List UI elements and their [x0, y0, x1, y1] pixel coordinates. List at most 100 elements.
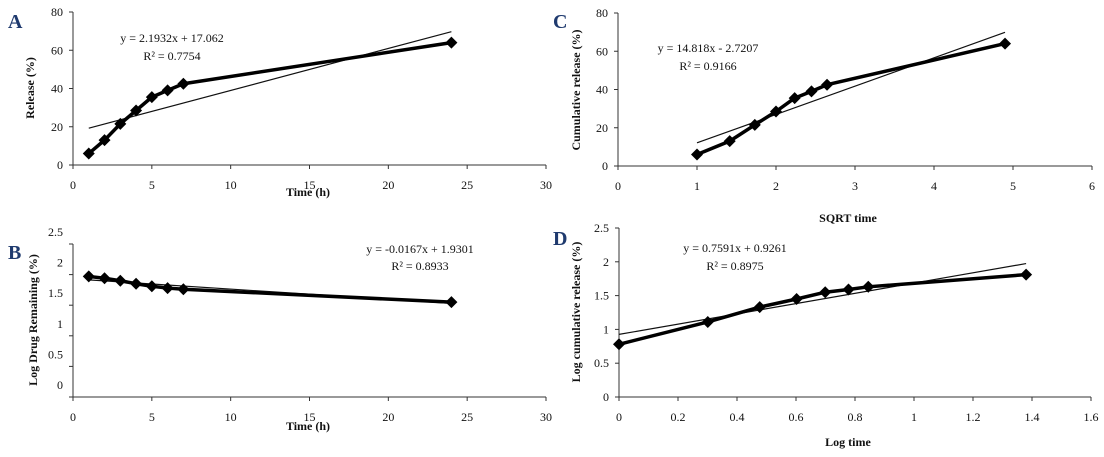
x-tick-label: 20 — [382, 410, 394, 424]
x-axis-title: Time (h) — [286, 185, 330, 199]
x-tick-label: 1.4 — [1025, 410, 1040, 424]
x-tick-label: 1.2 — [966, 410, 981, 424]
x-tick-label: 0.8 — [848, 410, 863, 424]
y-tick-label: 0.5 — [48, 347, 63, 361]
x-tick-label: 25 — [461, 178, 473, 192]
data-point-marker — [145, 280, 158, 293]
x-tick-label: 1 — [911, 410, 917, 424]
x-tick-label: 25 — [461, 410, 473, 424]
r-squared-label: R² = 0.7754 — [143, 49, 200, 63]
panel-letter: A — [8, 11, 23, 33]
data-point-marker — [177, 283, 190, 296]
chart-panel-a: A 0 5 10 15 20 25 30 0 20 40 60 80 Time (h) Release (%… — [8, 5, 552, 199]
data-point-marker — [770, 105, 782, 118]
data-point-marker — [842, 283, 855, 296]
x-tick-label: 4 — [931, 179, 937, 193]
x-axis-title: Time (h) — [286, 419, 330, 433]
r-squared-label: R² = 0.8975 — [706, 259, 763, 273]
trendline-equation: y = 2.1932x + 17.062 — [120, 31, 224, 45]
x-tick-label: 0 — [616, 410, 622, 424]
y-axis-title: Log Drug Remaining (%) — [26, 254, 40, 386]
x-tick-label: 1 — [694, 179, 700, 193]
x-tick-label: 0 — [70, 410, 76, 424]
y-tick-label: 40 — [51, 82, 63, 96]
x-tick-label: 10 — [225, 178, 237, 192]
data-series-line — [618, 272, 1027, 346]
data-point-marker — [790, 292, 803, 305]
data-point-marker — [691, 148, 703, 161]
x-tick-label: 30 — [540, 410, 552, 424]
data-point-marker — [788, 92, 801, 105]
x-tick-label: 5 — [149, 410, 155, 424]
trendline-equation: y = -0.0167x + 1.9301 — [366, 242, 474, 256]
x-tick-label: 2 — [773, 179, 779, 193]
y-axis-title: Cumulative release (%) — [569, 29, 583, 150]
y-tick-label: 1 — [603, 322, 609, 336]
x-tick-label: 15 — [304, 178, 316, 192]
y-tick-label: 20 — [596, 121, 608, 135]
y-tick-label: 80 — [596, 6, 608, 20]
trendline — [618, 262, 1027, 335]
data-point-marker — [805, 85, 818, 98]
trendline — [696, 31, 1006, 144]
x-tick-label: 20 — [382, 178, 394, 192]
data-point-marker — [114, 117, 127, 130]
trendline — [88, 31, 452, 129]
y-tick-label: 1 — [57, 317, 63, 331]
x-tick-label: 0 — [70, 178, 76, 192]
trendline-equation: y = 14.818x - 2.7207 — [658, 41, 759, 55]
data-point-marker — [177, 77, 190, 90]
y-axis-title: Log cumulative release (%) — [569, 242, 583, 383]
data-point-marker — [821, 78, 834, 91]
data-point-marker — [445, 36, 458, 49]
y-tick-label: 0 — [602, 159, 608, 173]
y-tick-label: 80 — [51, 5, 63, 19]
data-point-marker — [145, 91, 158, 104]
data-point-marker — [819, 286, 832, 299]
x-tick-label: 3 — [852, 179, 858, 193]
y-tick-label: 1.5 — [594, 289, 609, 303]
data-point-marker — [98, 272, 111, 285]
x-tick-label: 1.6 — [1084, 410, 1099, 424]
x-tick-label: 15 — [304, 410, 316, 424]
data-point-marker — [613, 338, 625, 351]
panel-letter: B — [8, 242, 21, 264]
data-point-marker — [445, 296, 458, 309]
data-point-marker — [701, 315, 714, 328]
y-tick-label: 0 — [603, 390, 609, 404]
trendline-equation: y = 0.7591x + 0.9261 — [683, 241, 787, 255]
data-point-marker — [130, 277, 143, 290]
data-series-line — [696, 41, 1006, 157]
panel-letter: C — [553, 11, 567, 33]
x-tick-label: 0 — [615, 179, 621, 193]
x-tick-label: 5 — [1010, 179, 1016, 193]
data-point-marker — [161, 84, 174, 97]
x-tick-label: 10 — [225, 410, 237, 424]
x-tick-label: 0.4 — [730, 410, 745, 424]
y-tick-label: 1.5 — [48, 286, 63, 300]
panel-letter: D — [553, 228, 567, 250]
data-point-marker — [862, 280, 875, 293]
y-tick-label: 60 — [596, 44, 608, 58]
y-tick-label: 20 — [51, 120, 63, 134]
data-point-marker — [1020, 268, 1033, 281]
y-tick-label: 40 — [596, 83, 608, 97]
x-tick-label: 30 — [540, 178, 552, 192]
x-axis-title: Log time — [825, 435, 871, 449]
y-tick-label: 2.5 — [48, 225, 63, 239]
y-tick-label: 60 — [51, 43, 63, 57]
y-tick-label: 0 — [57, 158, 63, 172]
x-tick-label: 5 — [149, 178, 155, 192]
y-tick-label: 2.5 — [594, 221, 609, 235]
data-point-marker — [82, 147, 95, 160]
data-series-line — [88, 274, 452, 304]
data-point-marker — [130, 104, 143, 117]
data-point-marker — [748, 118, 761, 131]
data-point-marker — [161, 282, 174, 295]
chart-panel-d: D 0 0.2 0.4 0.6 0.8 1 1.2 1.4 1.6 0 0.5 1 1.5 2 2.5 Log … — [553, 221, 1099, 449]
y-tick-label: 2 — [603, 255, 609, 269]
x-tick-label: 6 — [1089, 179, 1095, 193]
x-tick-label: 0.6 — [789, 410, 804, 424]
data-point-marker — [753, 301, 766, 314]
